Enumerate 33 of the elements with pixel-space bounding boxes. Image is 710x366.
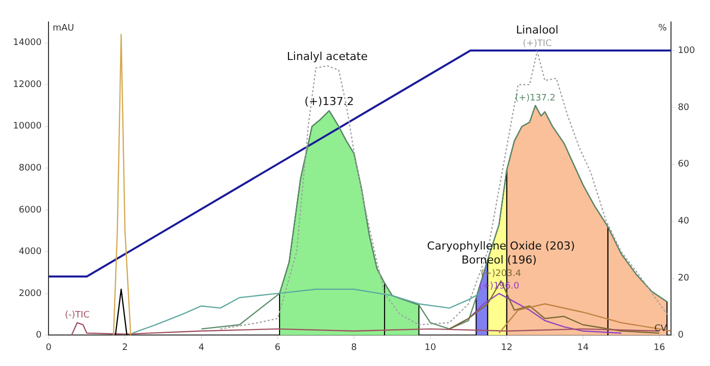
series-label: (+)TIC	[522, 39, 552, 50]
annotation: Linalyl acetate	[286, 50, 368, 64]
y-tick-label: 8000	[18, 164, 42, 174]
y2-tick-label: 80	[678, 102, 690, 113]
x-tick-label: 12	[500, 342, 512, 353]
y2-tick-label: 40	[678, 216, 690, 227]
y2-tick-label: 20	[678, 274, 690, 284]
y2-tick-label: 100	[678, 46, 696, 56]
y-tick-label: 2000	[18, 288, 42, 299]
annotation: Linalool	[516, 24, 558, 37]
x-tick-label: 0	[46, 342, 52, 353]
y-tick-label: 6000	[18, 205, 42, 216]
y-tick-label: 14000	[12, 38, 42, 48]
x-tick-label: 10	[424, 342, 436, 353]
x-axis-title: CV	[654, 324, 668, 334]
y-axis-title: mAU	[52, 23, 74, 34]
x-tick-label: 2	[122, 342, 128, 353]
series-label: (+)137.2	[515, 93, 556, 104]
series-label: (-)TIC	[64, 310, 90, 321]
y2-axis-title: %	[658, 23, 668, 34]
y-tick-label: 12000	[12, 80, 42, 90]
y2-tick-label: 0	[678, 330, 684, 341]
y-tick-label: 10000	[12, 122, 42, 132]
x-tick-label: 6	[274, 342, 281, 353]
x-tick-label: 4	[198, 342, 204, 353]
annotation: (+)137.2	[304, 95, 354, 108]
y-tick-label: 0	[36, 330, 42, 341]
line-series	[220, 50, 668, 330]
y-tick-label: 4000	[18, 247, 42, 258]
y2-tick-label: 60	[678, 160, 690, 170]
x-tick-label: 16	[654, 342, 666, 353]
x-tick-label: 8	[351, 342, 358, 353]
x-tick-label: 14	[577, 342, 590, 353]
